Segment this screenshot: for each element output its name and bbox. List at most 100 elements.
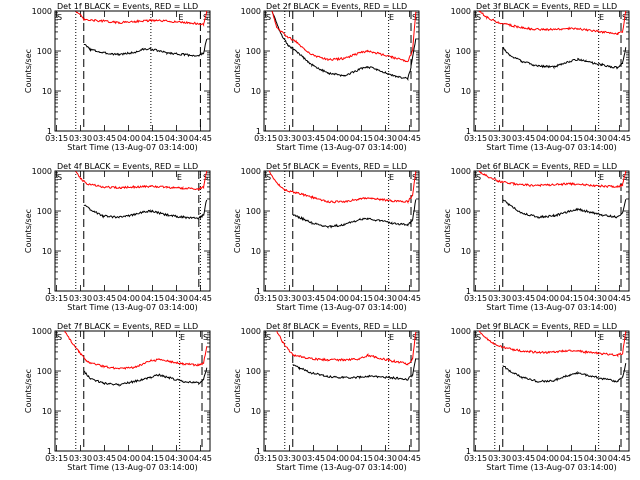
x-tick-label: 03:15 — [254, 294, 277, 303]
lld-series — [64, 330, 208, 370]
x-tick-label: 03:45 — [512, 454, 535, 463]
lld-series — [75, 170, 208, 191]
lld-series — [478, 170, 627, 189]
y-axis-label: Counts/sec — [24, 369, 33, 413]
x-tick-label: 03:15 — [254, 134, 277, 143]
panel-1: Det 1f BLACK = Events, RED = LLD 1 10 100 10… — [24, 2, 212, 152]
x-tick-label: 03:15 — [45, 294, 68, 303]
x-tick-label: 04:00 — [536, 294, 559, 303]
panel-3: Det 3f BLACK = Events, RED = LLD 1 10 100 10… — [443, 2, 631, 152]
events-series — [83, 199, 208, 220]
x-axis-label: Start Time (13-Aug-07 03:14:00) — [276, 303, 407, 312]
panel-title: Det 8f BLACK = Events, RED = LLD — [266, 322, 407, 331]
x-tick-label: 04:45 — [398, 454, 421, 463]
panel-title: Det 7f BLACK = Events, RED = LLD — [57, 322, 198, 331]
marker-e: E — [178, 13, 183, 22]
x-tick-label: 03:15 — [464, 294, 487, 303]
x-tick-label: 03:15 — [464, 454, 487, 463]
x-tick-label: 03:30 — [278, 294, 301, 303]
panel-5: Det 5f BLACK = Events, RED = LLD 1 10 100 10… — [233, 162, 421, 312]
plot-frame — [473, 10, 630, 132]
marker-s-left: S — [476, 333, 481, 342]
x-tick-label: 04:15 — [560, 454, 583, 463]
marker-s-left: S — [57, 173, 62, 182]
events-series — [502, 363, 627, 383]
marker-s-left: S — [57, 333, 62, 342]
x-tick-label: 04:45 — [189, 134, 212, 143]
marker-s-left: S — [476, 13, 481, 22]
panel-8: Det 8f BLACK = Events, RED = LLD 1 10 100 10… — [233, 322, 421, 472]
y-tick-label: 1 — [466, 127, 471, 136]
x-tick-label: 04:15 — [350, 134, 373, 143]
y-tick-label: 10 — [42, 247, 52, 256]
lld-series — [75, 10, 208, 27]
y-axis-label: Counts/sec — [443, 49, 452, 93]
panel-title: Det 6f BLACK = Events, RED = LLD — [476, 162, 617, 171]
y-axis-label: Counts/sec — [443, 369, 452, 413]
marker-e: E — [599, 13, 604, 22]
x-tick-label: 03:45 — [302, 134, 325, 143]
marker-e: E — [389, 13, 394, 22]
y-tick-label: 1000 — [32, 7, 52, 16]
events-series — [271, 10, 417, 82]
x-tick-label: 03:15 — [254, 454, 277, 463]
plot-frame — [54, 10, 211, 132]
x-tick-label: 03:15 — [45, 134, 68, 143]
y-tick-label: 1000 — [241, 327, 261, 336]
x-tick-label: 04:45 — [189, 294, 212, 303]
x-tick-label: 04:15 — [141, 454, 164, 463]
x-tick-label: 04:00 — [117, 294, 140, 303]
marker-s-left: S — [266, 13, 271, 22]
marker-s-left: S — [266, 333, 271, 342]
y-tick-label: 10 — [461, 407, 471, 416]
y-tick-label: 1000 — [32, 327, 52, 336]
y-tick-label: 100 — [456, 207, 471, 216]
x-tick-label: 04:30 — [165, 294, 188, 303]
x-tick-label: 04:00 — [536, 454, 559, 463]
marker-e: E — [599, 173, 604, 182]
y-tick-label: 100 — [246, 207, 261, 216]
x-tick-label: 04:45 — [608, 134, 631, 143]
x-tick-label: 04:30 — [584, 294, 607, 303]
x-tick-label: 03:45 — [93, 294, 116, 303]
panel-title: Det 1f BLACK = Events, RED = LLD — [57, 2, 198, 11]
x-tick-label: 04:00 — [326, 134, 349, 143]
y-tick-label: 100 — [456, 367, 471, 376]
x-tick-label: 03:15 — [45, 454, 68, 463]
marker-e: E — [389, 173, 394, 182]
x-tick-label: 04:45 — [398, 294, 421, 303]
x-tick-label: 03:45 — [302, 294, 325, 303]
panel-title: Det 2f BLACK = Events, RED = LLD — [266, 2, 407, 11]
marker-e: E — [177, 173, 182, 182]
panel-9: Det 9f BLACK = Events, RED = LLD 1 10 100 10… — [443, 322, 631, 472]
plot-frame — [473, 330, 630, 452]
y-tick-label: 10 — [251, 87, 261, 96]
y-axis-label: Counts/sec — [233, 49, 242, 93]
lld-series — [478, 330, 627, 358]
plot-frame — [473, 170, 630, 292]
x-tick-label: 04:15 — [350, 454, 373, 463]
x-tick-label: 03:30 — [69, 454, 92, 463]
x-tick-label: 04:00 — [117, 134, 140, 143]
y-tick-label: 10 — [461, 247, 471, 256]
marker-s-left: S — [476, 173, 481, 182]
y-tick-label: 1 — [466, 447, 471, 456]
x-tick-label: 03:15 — [464, 134, 487, 143]
x-axis-label: Start Time (13-Aug-07 03:14:00) — [67, 303, 198, 312]
y-axis-label: Counts/sec — [233, 209, 242, 253]
events-series — [502, 46, 627, 70]
x-tick-label: 04:30 — [165, 454, 188, 463]
x-tick-label: 03:30 — [69, 294, 92, 303]
y-tick-label: 1 — [256, 127, 261, 136]
panel-7: Det 7f BLACK = Events, RED = LLD 1 10 100 10… — [24, 322, 212, 472]
x-tick-label: 03:30 — [488, 454, 511, 463]
plot-frame — [263, 10, 420, 132]
panel-2: Det 2f BLACK = Events, RED = LLD 1 10 100 10… — [233, 2, 421, 152]
y-tick-label: 1000 — [451, 7, 471, 16]
y-tick-label: 1000 — [241, 167, 261, 176]
y-tick-label: 100 — [246, 367, 261, 376]
x-tick-label: 03:30 — [488, 294, 511, 303]
x-tick-label: 04:30 — [584, 454, 607, 463]
x-tick-label: 04:00 — [117, 454, 140, 463]
x-tick-label: 04:00 — [536, 134, 559, 143]
